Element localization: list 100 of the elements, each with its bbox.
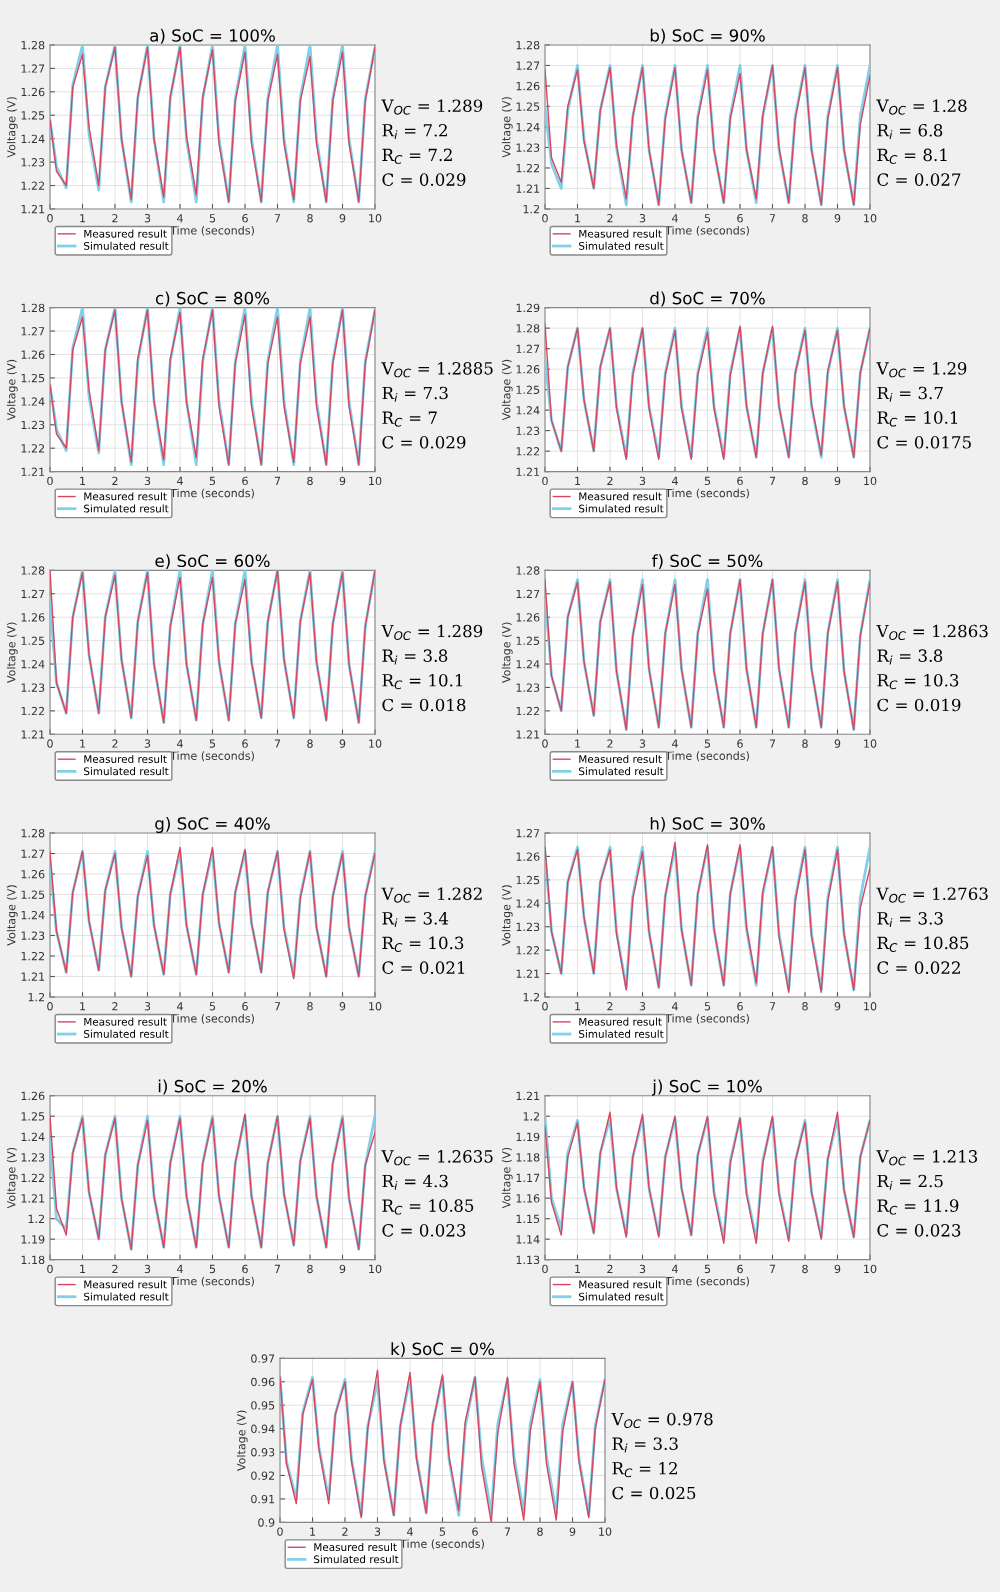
x-tick-label: 10 xyxy=(864,1264,877,1274)
y-tick-label: 1.28 xyxy=(21,303,45,313)
x-tick-label: 3 xyxy=(639,1002,646,1011)
y-tick-label: 0.91 xyxy=(251,1494,275,1504)
y-tick-label: 1.24 xyxy=(21,134,45,143)
text: R$_{C}$ = 10.1 xyxy=(877,411,958,427)
x-tick-label: 0 xyxy=(542,739,548,748)
y-tick-label: 1.28 xyxy=(21,566,45,575)
x-axis-title: Time (seconds) xyxy=(170,751,254,762)
text: R$_{i}$ = 6.8 xyxy=(877,123,943,140)
y-tick-label: 1.22 xyxy=(21,1173,45,1182)
y-axis-title: Voltage (V) xyxy=(501,1147,513,1209)
x-tick-label: 4 xyxy=(672,1264,678,1273)
x-tick-label: 5 xyxy=(209,1264,216,1274)
y-tick-label: 1.16 xyxy=(516,1194,540,1203)
x-tick-label: 5 xyxy=(209,1002,216,1011)
legend-label: Measured result xyxy=(84,229,167,238)
y-tick-label: 1.24 xyxy=(516,406,540,415)
x-tick-label: 0 xyxy=(47,1264,53,1274)
y-axis-title: Voltage (V) xyxy=(6,359,18,421)
y-tick-label: 1.22 xyxy=(516,706,540,716)
text: V$_{OC}$ = 1.289 xyxy=(381,624,483,641)
x-tick-label: 4 xyxy=(177,476,183,485)
x-tick-label: 4 xyxy=(672,1002,678,1011)
y-tick-label: 1.25 xyxy=(21,890,45,899)
y-tick-label: 1.25 xyxy=(21,1112,45,1121)
y-tick-label: 1.22 xyxy=(21,706,45,716)
y-tick-label: 0.92 xyxy=(251,1471,275,1480)
y-tick-label: 1.23 xyxy=(516,143,540,152)
y-tick-label: 1.21 xyxy=(516,1091,540,1100)
y-tick-label: 1.24 xyxy=(516,899,540,908)
y-tick-label: 1.17 xyxy=(516,1173,540,1182)
y-tick-label: 1.21 xyxy=(516,730,540,739)
x-tick-label: 4 xyxy=(672,476,678,485)
y-tick-label: 1.24 xyxy=(21,660,45,669)
x-tick-label: 10 xyxy=(599,1527,612,1536)
x-tick-label: 6 xyxy=(737,739,743,748)
y-axis-title: Voltage (V) xyxy=(501,622,513,683)
y-tick-label: 1.28 xyxy=(21,40,45,50)
legend-label: Measured result xyxy=(314,1542,397,1552)
x-tick-label: 10 xyxy=(369,1264,382,1274)
y-tick-label: 1.27 xyxy=(516,828,540,838)
x-tick-label: 4 xyxy=(177,739,183,748)
x-tick-label: 10 xyxy=(369,476,382,486)
x-tick-label: 2 xyxy=(607,476,613,485)
y-tick-label: 1.13 xyxy=(516,1255,540,1265)
y-tick-label: 1.2 xyxy=(523,1112,540,1121)
x-tick-label: 8 xyxy=(307,739,313,748)
x-tick-label: 2 xyxy=(112,1002,118,1011)
x-tick-label: 9 xyxy=(339,1264,346,1274)
y-tick-label: 1.22 xyxy=(516,163,540,173)
x-tick-label: 1 xyxy=(575,739,581,748)
legend-label: Simulated result xyxy=(579,504,664,513)
x-tick-label: 2 xyxy=(607,739,613,748)
y-tick-label: 1.26 xyxy=(516,365,540,374)
legend-label: Measured result xyxy=(84,1280,167,1289)
y-axis-title: Voltage (V) xyxy=(6,1147,18,1209)
y-axis-title: Voltage (V) xyxy=(501,359,513,421)
y-tick-label: 1.15 xyxy=(516,1214,540,1224)
x-tick-label: 6 xyxy=(242,1264,248,1274)
x-tick-label: 7 xyxy=(274,476,281,485)
x-tick-label: 5 xyxy=(209,476,216,486)
y-tick-label: 1.27 xyxy=(21,849,45,858)
y-tick-label: 1.23 xyxy=(21,683,45,692)
x-tick-label: 9 xyxy=(834,214,841,223)
chart-title: j) SoC = 10% xyxy=(651,1079,762,1096)
text: V$_{OC}$ = 1.213 xyxy=(876,1150,978,1166)
x-axis-title: Time (seconds) xyxy=(665,751,749,762)
y-tick-label: 1.2 xyxy=(523,992,540,1002)
x-tick-label: 5 xyxy=(704,476,711,486)
y-tick-label: 1.24 xyxy=(516,122,540,132)
text: V$_{OC}$ = 1.29 xyxy=(876,362,967,378)
text: C = 0.023 xyxy=(877,1224,961,1237)
y-tick-label: 1.26 xyxy=(21,1091,45,1101)
x-tick-label: 3 xyxy=(639,1264,646,1274)
text: V$_{OC}$ = 1.289 xyxy=(381,99,483,115)
chart-title: c) SoC = 80% xyxy=(155,291,270,307)
x-tick-label: 1 xyxy=(80,214,86,223)
text: R$_{i}$ = 3.4 xyxy=(382,912,449,928)
x-tick-label: 7 xyxy=(769,214,776,223)
y-tick-label: 1.23 xyxy=(21,158,45,167)
x-tick-label: 6 xyxy=(242,214,248,223)
y-tick-label: 1.18 xyxy=(516,1153,540,1162)
text: R$_{i}$ = 3.7 xyxy=(877,386,943,402)
x-tick-label: 7 xyxy=(769,1264,776,1273)
y-tick-label: 1.26 xyxy=(516,852,540,861)
y-tick-label: 1.22 xyxy=(516,946,540,955)
x-axis-title: Time (seconds) xyxy=(665,488,749,499)
text: R$_{C}$ = 7 xyxy=(382,411,437,427)
legend-label: Measured result xyxy=(84,492,167,501)
text: R$_{i}$ = 4.3 xyxy=(382,1174,448,1190)
x-tick-label: 1 xyxy=(80,739,86,748)
text: C = 0.0175 xyxy=(877,435,971,449)
text: R$_{i}$ = 3.8 xyxy=(877,649,943,665)
text: R$_{C}$ = 11.9 xyxy=(877,1199,959,1215)
y-tick-label: 1.23 xyxy=(516,922,540,932)
chart-title: d) SoC = 70% xyxy=(650,291,765,307)
x-tick-label: 0 xyxy=(47,476,53,486)
x-tick-label: 10 xyxy=(864,739,877,748)
y-tick-label: 1.2 xyxy=(28,1214,45,1223)
